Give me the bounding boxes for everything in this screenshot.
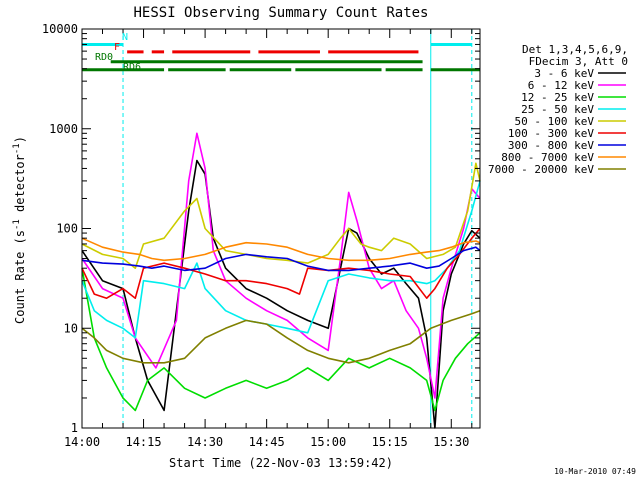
flag-rd6-label: RD6 [123,62,141,73]
x-tick-label: 14:30 [187,435,223,449]
legend-entry-label: 12 - 25 keV [521,91,594,104]
time-markers [81,29,473,428]
series-line [81,159,481,429]
series-line [81,237,481,262]
legend-entry-label: 25 - 50 keV [521,103,594,116]
plot-area [81,132,481,429]
legend-entry-label: 3 - 6 keV [534,67,594,80]
axes: 1 10 100 1000 10000 14:00 14:15 14:30 14:45 15:00… [42,22,480,449]
x-tick-label: 15:15 [372,435,408,449]
y-axis-label: Count Rate (s-1 detector-1) [12,136,27,324]
plot-frame [81,28,481,429]
chart-title: HESSI Observing Summary Count Rates [133,5,428,21]
x-tick-label: 14:45 [249,435,285,449]
y-tick-label: 10 [64,321,78,335]
y-tick-label: 1 [71,421,78,435]
series-line [81,132,481,399]
legend-header-line-2: FDecim 3, Att 0 [529,55,628,68]
series-line [81,246,481,272]
state-flag-bars [82,42,480,72]
y-tick-label: 1000 [49,122,78,136]
legend-entry-label: 300 - 800 keV [508,139,594,152]
x-tick-label: 15:30 [433,435,469,449]
legend-entry-label: 7000 - 20000 keV [488,163,594,176]
y-tick-label: 100 [56,222,78,236]
y-tick-label: 10000 [42,22,78,36]
x-axis-label: Start Time (22-Nov-03 13:59:42) [169,456,393,470]
x-tick-label: 14:15 [125,435,161,449]
flag-n-label: N [122,32,128,43]
flag-rd0-label: RD0 [95,52,113,63]
x-tick-label: 15:00 [310,435,346,449]
series-line [81,180,481,339]
series-line [81,227,481,299]
legend-entry-label: 50 - 100 keV [515,115,595,128]
legend-entry-label: 100 - 300 keV [508,127,594,140]
series-line [81,162,481,269]
legend-header-line-1: Det 1,3,4,5,6,9, [522,43,628,56]
series-line [81,268,481,412]
generation-timestamp: 10-Mar-2010 07:49 [554,467,636,476]
series-line [81,309,481,364]
legend-entry-label: 800 - 7000 keV [501,151,594,164]
x-tick-label: 14:00 [64,435,100,449]
flag-f-label: F [114,42,120,53]
legend: Det 1,3,4,5,6,9, FDecim 3, Att 0 3 - 6 k… [488,43,628,176]
legend-entry-label: 6 - 12 keV [528,79,595,92]
